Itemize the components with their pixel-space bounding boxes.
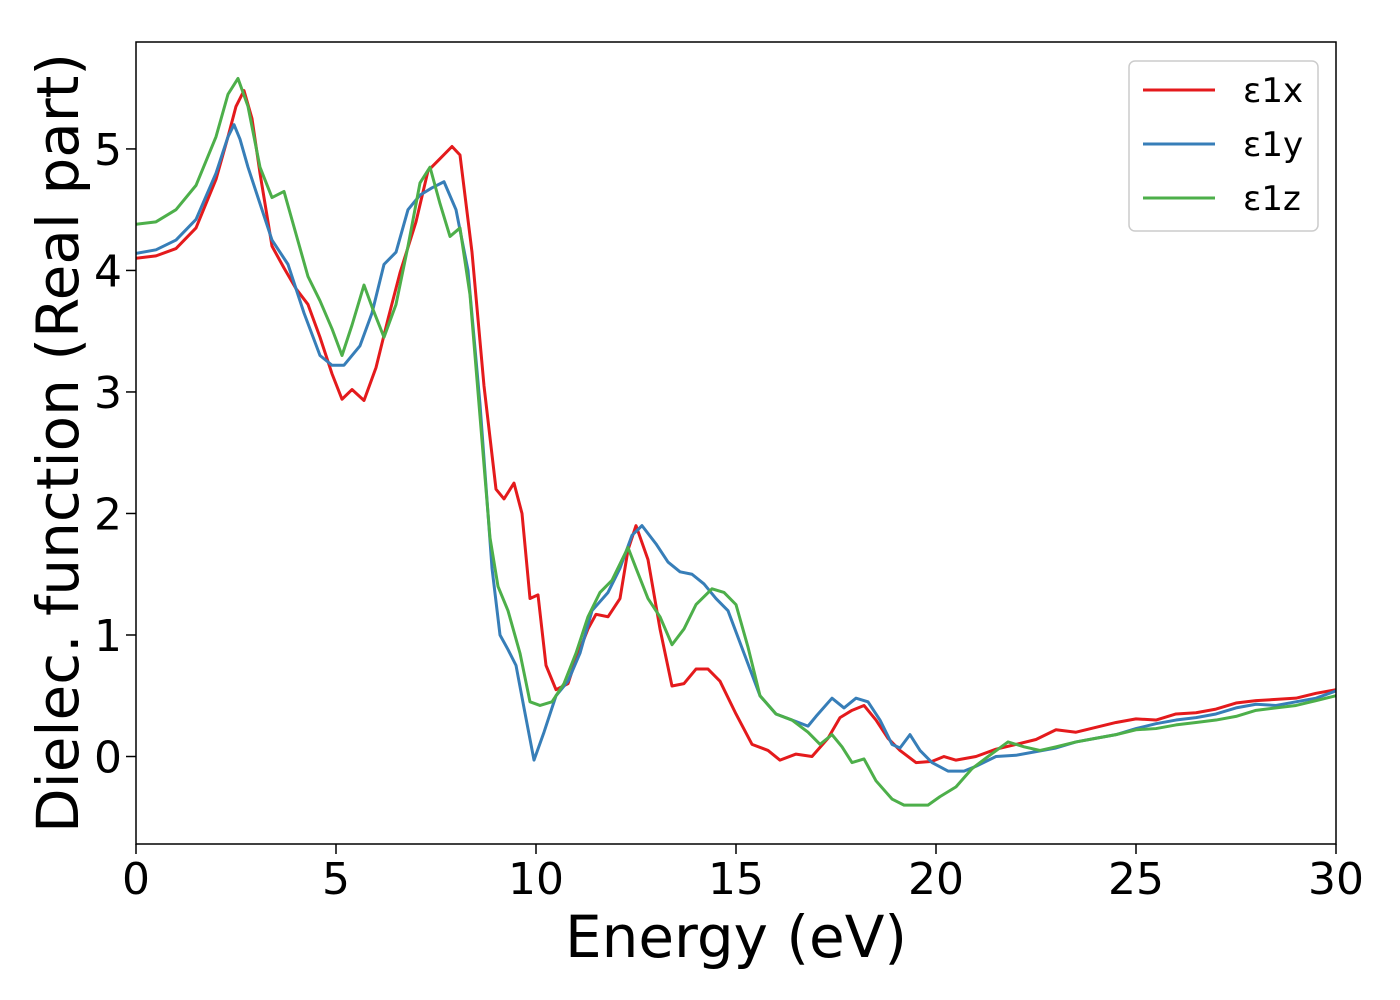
x-tick-label-1: 5 [322, 854, 350, 905]
series-line-3 [136, 76, 1336, 807]
x-tick-label-3: 15 [708, 854, 764, 905]
y-tick-label-4: 4 [94, 246, 122, 297]
x-tick-label-2: 10 [508, 854, 564, 905]
y-tick-label-1: 1 [94, 611, 122, 662]
y-tick-label-2: 2 [94, 489, 122, 540]
y-tick-label-5: 5 [94, 125, 122, 176]
series-layer [136, 76, 1336, 807]
x-tick-label-5: 25 [1108, 854, 1164, 905]
legend-box [1128, 60, 1319, 232]
legend: ε1x ε1y ε1z [1128, 60, 1319, 232]
y-tick-label-0: 0 [94, 733, 122, 784]
y-tick-label-3: 3 [94, 368, 122, 419]
legend-label-1: ε1x [1243, 71, 1303, 111]
x-axis-label: Energy (eV) [565, 903, 907, 971]
y-axis-label: Dielec. function (Real part) [24, 53, 92, 833]
x-axis-ticks: 0 5 10 15 20 25 30 [122, 844, 1364, 905]
x-tick-label-4: 20 [908, 854, 964, 905]
legend-label-3: ε1z [1243, 179, 1301, 219]
x-tick-label-6: 30 [1308, 854, 1364, 905]
y-axis-ticks: 0 1 2 3 4 5 [94, 125, 136, 784]
legend-label-2: ε1y [1243, 125, 1303, 165]
x-tick-label-0: 0 [122, 854, 150, 905]
